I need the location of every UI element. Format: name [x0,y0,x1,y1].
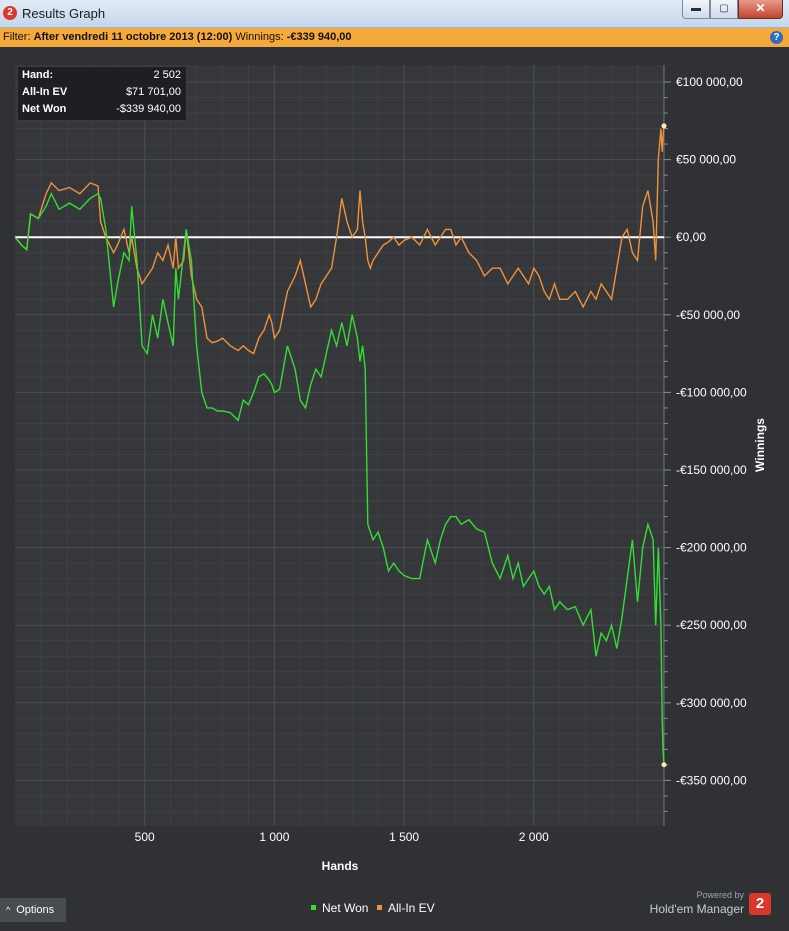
minimize-button[interactable]: ▬ [682,0,710,19]
legend-label: All-In EV [388,901,435,915]
series-end-marker-all-in-ev [661,123,667,129]
grid-lines [15,65,671,826]
y-tick-label: -€300 000,00 [676,696,747,710]
x-tick-label: 2 000 [519,830,549,844]
options-button[interactable]: ^ Options [0,898,66,922]
y-tick-label: €50 000,00 [676,153,736,167]
window-controls: ▬ ▢ ✕ [682,0,783,19]
filter-text: After vendredi 11 octobre 2013 (12:00) [33,31,233,43]
series-line-net-won [14,192,665,765]
x-tick-label: 500 [135,830,155,844]
y-tick-label: €0,00 [676,230,706,244]
x-tick-labels: 500 1 000 1 500 2 000 [135,830,549,844]
y-tick-label: -€50 000,00 [676,308,740,322]
help-icon[interactable]: ? [770,31,783,44]
x-axis-label: Hands [322,859,359,873]
tooltip-row-net-won: Net Won -$339 940,00 [22,103,181,115]
y-tick-labels: €100 000,00 €50 000,00 €0,00 -€50 000,00 -€1… [676,75,747,787]
window-title: Results Graph [22,6,106,21]
tooltip-row-hand: Hand: 2 502 [22,69,181,81]
title-bar: 2 Results Graph ▬ ▢ ✕ [0,0,789,28]
maximize-button[interactable]: ▢ [710,0,738,19]
legend: Net Won All-In EV [311,901,435,915]
legend-label: Net Won [322,901,368,915]
y-tick-label: -€350 000,00 [676,773,747,787]
chevron-up-icon: ^ [6,905,11,915]
y-tick-label: -€100 000,00 [676,385,747,399]
powered-by-text: Powered by [696,890,744,900]
hm2-logo-icon: 2 [749,893,771,915]
y-tick-label: -€200 000,00 [676,541,747,555]
filter-bar: Filter: After vendredi 11 octobre 2013 (… [0,28,789,47]
options-label: Options [16,904,55,916]
results-chart[interactable]: €100 000,00 €50 000,00 €0,00 -€50 000,00 -€1… [0,47,789,931]
hover-tooltip: Hand: 2 502 All-In EV $71 701,00 Net Won -$… [17,66,187,121]
close-button[interactable]: ✕ [738,0,783,19]
x-tick-label: 1 500 [389,830,419,844]
y-tick-label: -€150 000,00 [676,463,747,477]
series-line-all-in-ev [14,125,665,355]
brand-name: Hold'em Manager [649,902,744,916]
hm2-icon: 2 [3,6,17,20]
y-tick-label: -€250 000,00 [676,618,747,632]
legend-swatch [377,905,382,910]
tooltip-row-all-in-ev: All-In EV $71 701,00 [22,86,181,98]
y-tick-label: €100 000,00 [676,75,743,89]
y-axis-label: Winnings [753,418,767,472]
winnings-label: Winnings: [235,31,284,43]
series-end-marker-net-won [661,762,667,768]
x-tick-label: 1 000 [259,830,289,844]
plot-area [15,65,664,826]
winnings-value: -€339 940,00 [286,31,352,43]
legend-swatch [311,905,316,910]
filter-prefix: Filter: [3,31,31,43]
